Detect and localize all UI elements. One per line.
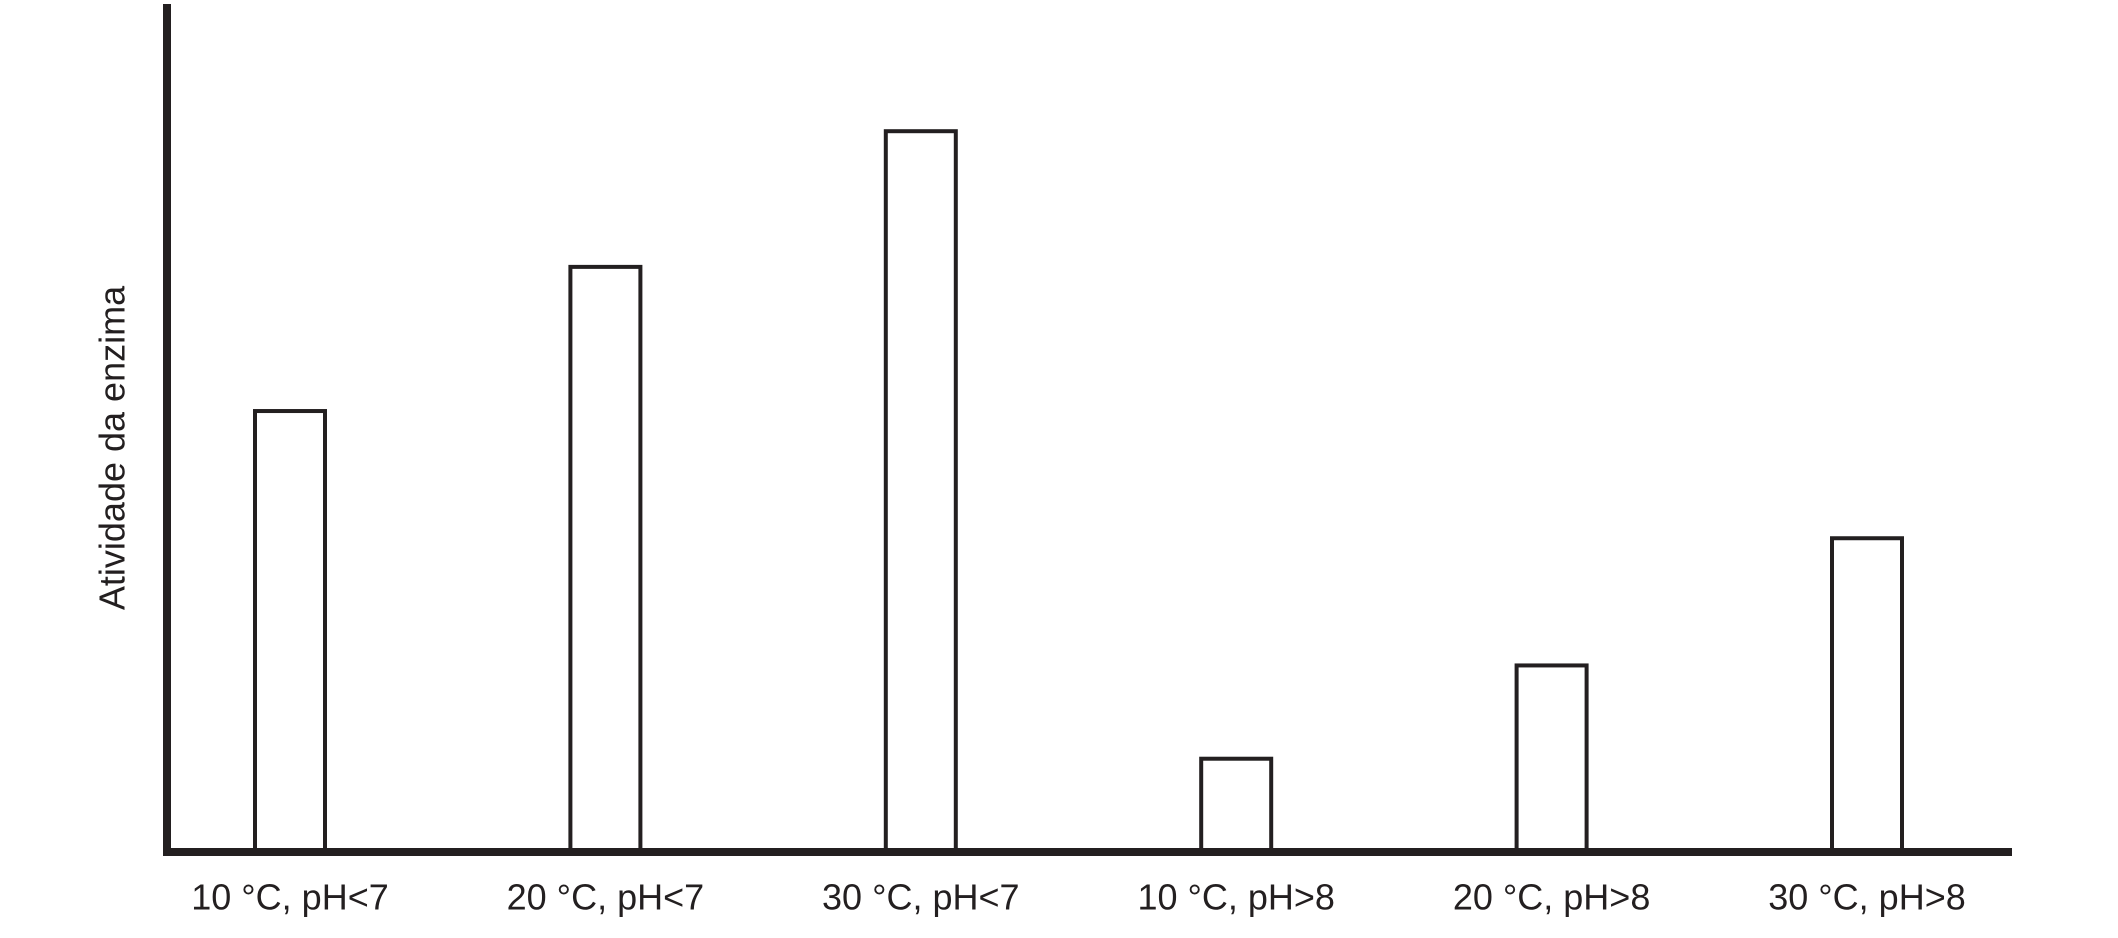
y-axis-label: Atividade da enzima bbox=[92, 285, 133, 610]
bar bbox=[1514, 663, 1589, 854]
x-tick-label: 20 °C, pH>8 bbox=[1453, 877, 1651, 918]
bar bbox=[253, 409, 327, 854]
x-tick-label: 20 °C, pH<7 bbox=[507, 877, 705, 918]
bar bbox=[883, 129, 958, 854]
bar bbox=[1830, 536, 1904, 854]
x-tick-label: 10 °C, pH>8 bbox=[1137, 877, 1335, 918]
x-tick-label: 10 °C, pH<7 bbox=[191, 877, 389, 918]
bar bbox=[568, 264, 643, 854]
x-tick-label: 30 °C, pH>8 bbox=[1768, 877, 1966, 918]
x-tick-label: 30 °C, pH<7 bbox=[822, 877, 1020, 918]
bar bbox=[1199, 756, 1274, 854]
